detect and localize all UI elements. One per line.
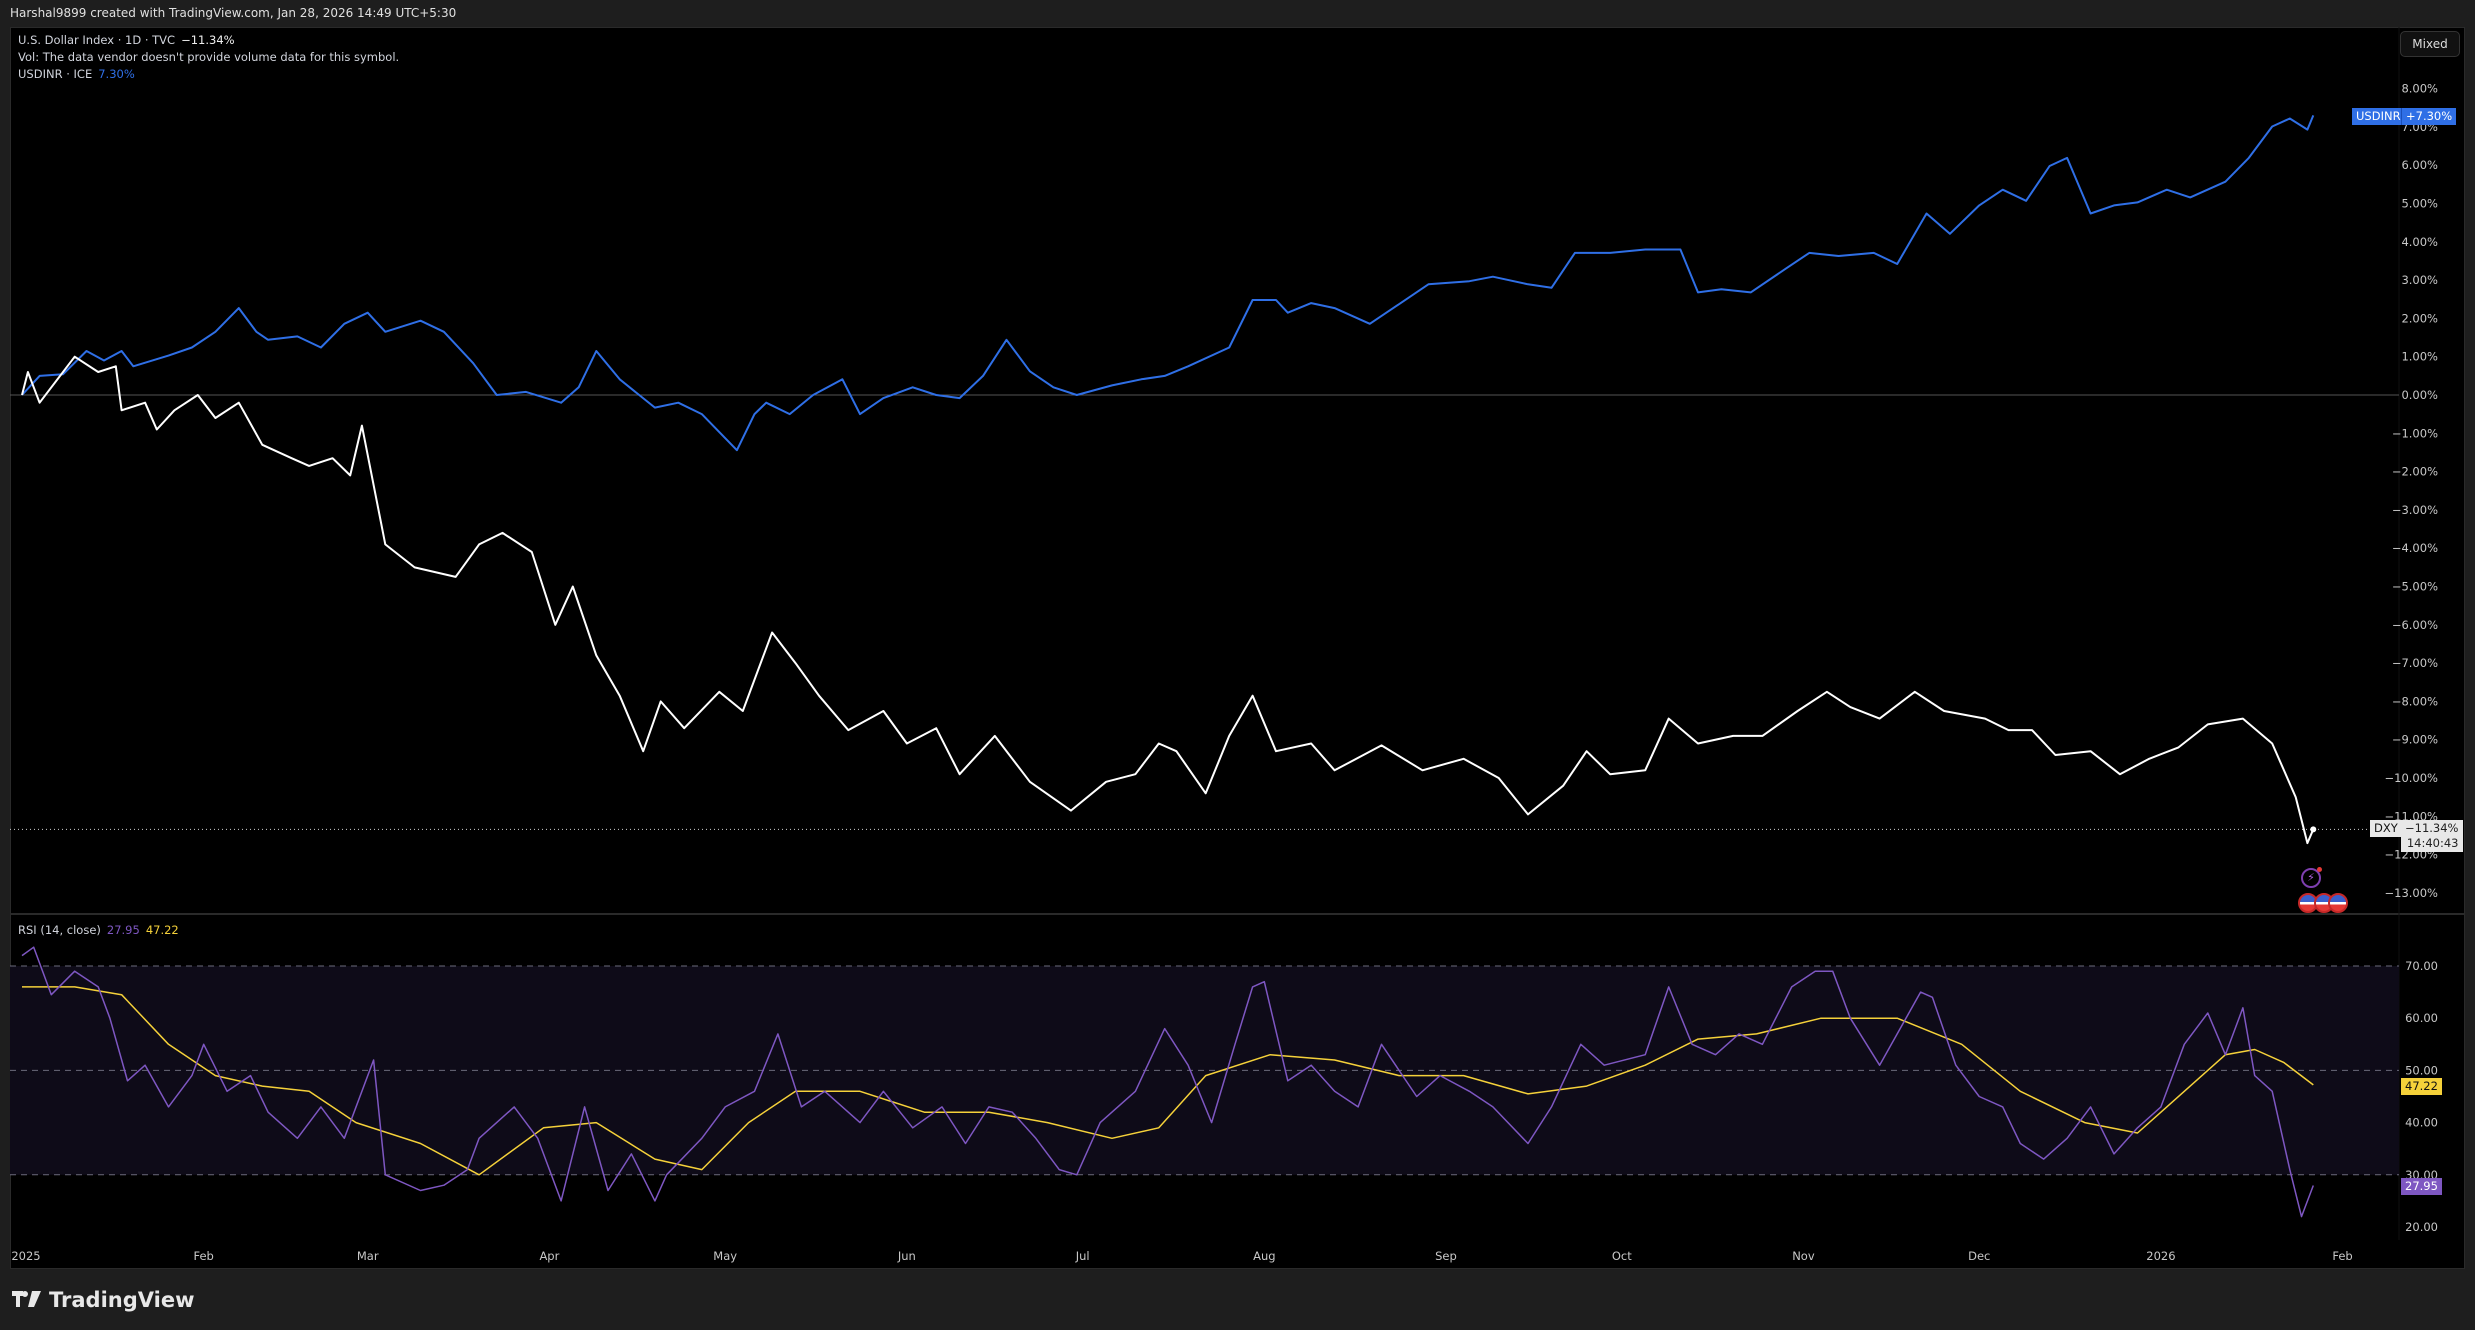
price-axis-tick: −8.00% [2392, 694, 2438, 708]
usdinr-symbol-tag: USDINR [2352, 108, 2405, 125]
compare-symbol-change: 7.30% [98, 67, 135, 81]
tradingview-logo-icon [12, 1291, 41, 1307]
main-symbol-change: −11.34% [181, 33, 235, 47]
volume-note: Vol: The data vendor doesn't provide vol… [18, 50, 400, 64]
time-axis-tick: Nov [1792, 1249, 1815, 1263]
rsi-ma-price-tag: 47.22 [2401, 1078, 2442, 1095]
us-flag-event-icon[interactable] [2298, 893, 2348, 913]
time-axis-tick: Dec [1968, 1249, 1990, 1263]
compare-symbol-name: USDINR · ICE [18, 67, 93, 81]
dxy-symbol-tag: DXY [2370, 820, 2402, 837]
rsi-axis-tick: 40.00 [2405, 1116, 2438, 1130]
price-axis-tick: −10.00% [2385, 771, 2439, 785]
price-axis-tick: 8.00% [2401, 82, 2438, 96]
bar-countdown: 14:40:43 [2406, 836, 2459, 850]
time-axis-tick: May [713, 1249, 737, 1263]
rsi-label: RSI (14, close) [18, 923, 101, 937]
price-axis-tick: 4.00% [2401, 235, 2438, 249]
price-axis-tick: 5.00% [2401, 197, 2438, 211]
time-axis-tick: Feb [193, 1249, 213, 1263]
rsi-axis-tick: 60.00 [2405, 1011, 2438, 1025]
rsi-axis-tick: 50.00 [2405, 1063, 2438, 1077]
price-axis-tick: −11.00% [2385, 809, 2439, 823]
usdinr-price-tag: +7.30% [2401, 108, 2457, 125]
lightning-event-icon[interactable]: ⚡ [2301, 867, 2322, 888]
rsi-price-tag: 27.95 [2401, 1178, 2442, 1195]
rsi-axis-tick: 70.00 [2405, 959, 2438, 973]
price-axis-tick: −4.00% [2392, 541, 2438, 555]
rsi-legend[interactable]: RSI (14, close) 27.95 47.22 [18, 923, 179, 937]
price-axis-tick: 6.00% [2401, 158, 2438, 172]
compare-symbol-legend[interactable]: USDINR · ICE 7.30% [18, 67, 135, 81]
rsi-ma-series-line [22, 986, 2314, 1176]
rsi-ma-legend-value: 47.22 [145, 923, 179, 937]
time-axis-tick: Sep [1435, 1249, 1457, 1263]
price-axis-tick: −3.00% [2392, 503, 2438, 517]
price-axis-tick: −5.00% [2392, 580, 2438, 594]
price-axis-tick: −7.00% [2392, 656, 2438, 670]
main-symbol-name: U.S. Dollar Index · 1D · TVC [18, 33, 176, 47]
dxy-price-tag: −11.34% 14:40:43 [2401, 820, 2463, 852]
price-axis-tick: −9.00% [2392, 733, 2438, 747]
dxy-price-value: −11.34% [2405, 821, 2459, 835]
price-axis-tick: 2.00% [2401, 311, 2438, 325]
volume-legend: Vol: The data vendor doesn't provide vol… [18, 50, 399, 64]
rsi-band-background [10, 966, 2399, 1175]
time-axis-tick: Feb [2332, 1249, 2352, 1263]
dxy-last-point [2310, 826, 2317, 833]
tradingview-logo[interactable]: TradingView [12, 1288, 194, 1312]
usdinr-series-line [21, 115, 2315, 452]
price-axis-tick: 1.00% [2401, 350, 2438, 364]
time-axis-tick: Jul [1075, 1249, 1090, 1263]
price-axis-tick: 0.00% [2401, 388, 2438, 402]
price-axis-tick: −2.00% [2392, 465, 2438, 479]
dxy-series-line [21, 355, 2315, 845]
rsi-legend-value: 27.95 [106, 923, 140, 937]
rsi-series-line [21, 946, 2315, 1218]
price-axis-tick: −6.00% [2392, 618, 2438, 632]
time-axis-tick: 2026 [2146, 1249, 2175, 1263]
time-axis-tick: Aug [1253, 1249, 1275, 1263]
price-axis-tick: 3.00% [2401, 273, 2438, 287]
scale-mode-button[interactable]: Mixed [2400, 31, 2460, 57]
tradingview-logo-text: TradingView [49, 1288, 195, 1312]
time-axis-tick: Oct [1612, 1249, 1632, 1263]
chart-credit: Harshal9899 created with TradingView.com… [10, 6, 457, 20]
rsi-axis-tick: 20.00 [2405, 1220, 2438, 1234]
time-axis-tick: 2025 [11, 1249, 40, 1263]
price-axis-tick: −1.00% [2392, 426, 2438, 440]
time-axis-tick: Apr [539, 1249, 559, 1263]
main-symbol-legend[interactable]: U.S. Dollar Index · 1D · TVC −11.34% [18, 33, 235, 47]
price-axis-tick: −13.00% [2385, 886, 2439, 900]
time-axis-tick: Jun [897, 1249, 916, 1263]
time-axis-tick: Mar [357, 1249, 379, 1263]
